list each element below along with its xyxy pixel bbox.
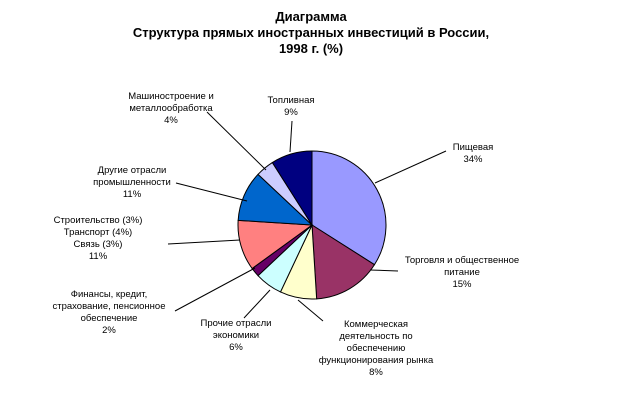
slice-percent: 34% (463, 154, 483, 165)
slice-label: Прочие отрасли экономики 6% (196, 318, 276, 354)
slice-label-line: Коммерческая (343, 319, 408, 330)
slice-label-line: питание (444, 267, 480, 278)
slice-label: Коммерческая деятельность по обеспечению фу… (316, 319, 436, 379)
pie-slice (311, 224, 376, 300)
pie-slice (271, 150, 313, 227)
slice-percent: 15% (452, 279, 472, 290)
slice-percent: 11% (88, 251, 108, 262)
slice-label: Машиностроение и металлообработка 4% (111, 91, 231, 127)
leader-line (289, 120, 293, 153)
title-line: Структура прямых иностранных инвестиций … (132, 25, 490, 40)
slice-label-line: деятельность по (339, 331, 413, 342)
slice-label: Топливная 9% (255, 95, 327, 119)
slice-label-line: Транспорт (4%) (63, 227, 133, 238)
slice-label-line: обеспечению (346, 343, 406, 354)
leader-line (174, 267, 256, 312)
slice-label-line: страхование, пенсионное (52, 301, 166, 312)
slice-label-line: обеспечение (80, 313, 138, 324)
slice-label: Финансы, кредит, страхование, пенсионное о… (44, 289, 174, 337)
slice-percent: 9% (284, 107, 298, 118)
slice-label: Другие отрасли промышленности 11% (82, 165, 182, 201)
leader-line (167, 239, 241, 245)
leader-line (374, 150, 447, 184)
slice-label-line: металлообработка (129, 103, 213, 114)
slice-label-line: Связь (3%) (73, 239, 123, 250)
chart-title: Диаграмма Структура прямых иностранных и… (0, 9, 622, 57)
slice-percent: 8% (369, 367, 383, 378)
slice-percent: 11% (122, 189, 142, 200)
leader-line (243, 289, 271, 319)
slice-label-line: Топливная (267, 95, 315, 106)
slice-label-line: функционирования рынка (318, 355, 434, 366)
slice-label-line: Пищевая (452, 142, 494, 153)
title-line: Диаграмма (275, 9, 347, 24)
leader-line (206, 111, 267, 171)
slice-label-line: промышленности (93, 177, 171, 188)
slice-label-line: Прочие отрасли (200, 318, 272, 329)
pie-slices (237, 150, 387, 300)
slice-label: Строительство (3%) Транспорт (4%) Связь (3… (34, 215, 162, 263)
leader-line (369, 269, 399, 272)
title-line: 1998 г. (%) (278, 41, 344, 56)
leader-line (175, 182, 248, 202)
slice-percent: 6% (229, 342, 243, 353)
slice-label-line: Финансы, кредит, (70, 289, 148, 300)
slice-percent: 2% (102, 325, 116, 336)
slice-label-line: Другие отрасли (97, 165, 167, 176)
slice-label: Пищевая 34% (438, 142, 508, 166)
slice-label-line: Строительство (3%) (53, 215, 143, 226)
slice-label-line: экономики (212, 330, 260, 341)
slice-label-line: Машиностроение и (128, 91, 214, 102)
leader-lines (167, 111, 447, 322)
slice-label-line: Торговля и общественное (404, 255, 520, 266)
slice-percent: 4% (164, 115, 178, 126)
leader-line (297, 299, 324, 322)
slice-label: Торговля и общественное питание 15% (392, 255, 532, 291)
